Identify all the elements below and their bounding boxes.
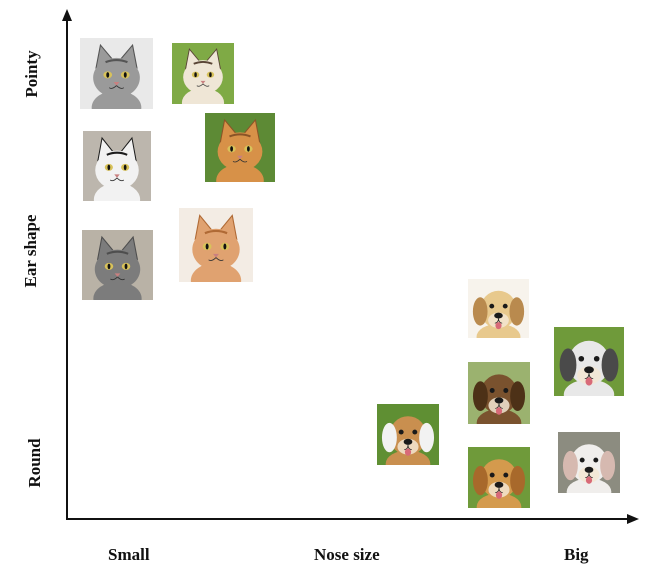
gray-cat-photo	[82, 230, 153, 300]
orange-kitten-photo	[179, 208, 253, 282]
x-axis-title: Nose size	[314, 545, 380, 564]
y-axis-title: Ear shape	[21, 214, 40, 288]
x-axis-right-label: Big	[564, 545, 589, 564]
x-axis-arrow-icon	[627, 514, 639, 524]
y-axis-top-label: Pointy	[22, 50, 41, 98]
x-axis-left-label: Small	[108, 545, 150, 564]
tabby-kitten-photo	[80, 38, 153, 109]
husky-photo	[554, 327, 624, 396]
white-pitbull-photo	[558, 432, 620, 493]
beagle-photo	[377, 404, 439, 465]
y-axis-arrow-icon	[62, 9, 72, 21]
orange-cat-lying-photo	[205, 113, 275, 182]
golden-retriever-photo	[468, 447, 530, 508]
golden-puppy-photo	[468, 279, 529, 338]
siamese-kitten-photo	[172, 43, 234, 104]
y-axis-bottom-label: Round	[25, 438, 44, 488]
black-white-cat-photo	[83, 131, 151, 201]
brown-labrador-photo	[468, 362, 530, 424]
